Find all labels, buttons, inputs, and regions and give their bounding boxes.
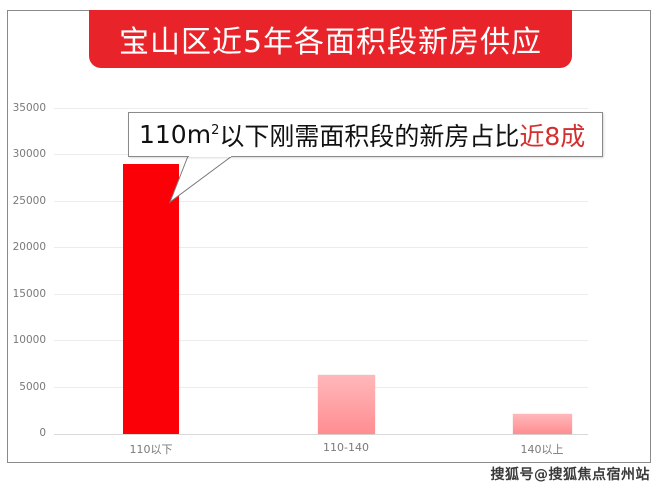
bar-110-below bbox=[123, 164, 179, 434]
y-tick-label: 0 bbox=[39, 427, 46, 439]
x-axis-line bbox=[54, 434, 588, 435]
callout-highlight: 近8成 bbox=[519, 121, 586, 151]
callout-annotation: 110m 2 以下刚需面积段的新房占比 近8成 bbox=[128, 112, 603, 157]
chart-title: 宝山区近5年各面积段新房供应 bbox=[89, 10, 572, 68]
gridline bbox=[54, 201, 588, 202]
bar-110-140 bbox=[318, 375, 375, 434]
gridline bbox=[54, 247, 588, 248]
callout-superscript: 2 bbox=[211, 123, 220, 138]
gridline bbox=[54, 340, 588, 341]
y-tick-label: 30000 bbox=[12, 148, 46, 160]
x-tick-label: 110以下 bbox=[129, 443, 173, 456]
x-tick-label: 110-140 bbox=[323, 441, 369, 454]
callout-text: 以下刚需面积段的新房占比 bbox=[219, 121, 520, 151]
watermark: 搜狐号@搜狐焦点宿州站 bbox=[490, 467, 650, 483]
bar-140-above bbox=[513, 414, 572, 434]
y-tick-label: 15000 bbox=[12, 288, 46, 300]
callout-prefix: 110m bbox=[139, 120, 212, 149]
y-tick-label: 35000 bbox=[12, 102, 46, 114]
gridline bbox=[54, 294, 588, 295]
chart-title-text: 宝山区近5年各面积段新房供应 bbox=[118, 25, 543, 60]
pointer-seam bbox=[189, 155, 231, 157]
y-tick-label: 10000 bbox=[12, 334, 46, 346]
gridline bbox=[54, 108, 588, 109]
y-tick-label: 20000 bbox=[12, 241, 46, 253]
y-tick-label: 5000 bbox=[19, 381, 46, 393]
x-tick-label: 140以上 bbox=[520, 443, 564, 456]
y-tick-label: 25000 bbox=[12, 195, 46, 207]
